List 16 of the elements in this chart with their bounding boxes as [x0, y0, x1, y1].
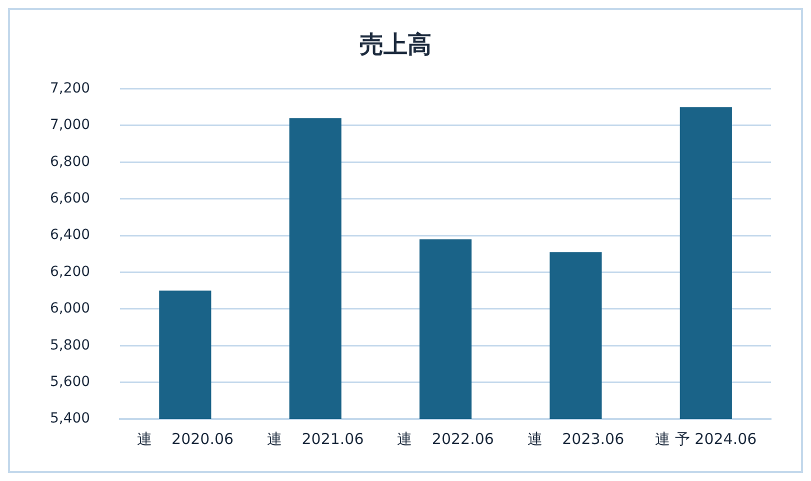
y-tick-label: 6,400 — [50, 227, 90, 244]
y-tick-label: 5,400 — [50, 410, 90, 427]
y-tick-label: 6,600 — [50, 190, 90, 207]
x-tick-label: 連 2023.06 — [527, 430, 624, 448]
x-tick-label: 連 2021.06 — [266, 430, 364, 448]
y-tick-label: 6,800 — [50, 154, 90, 170]
y-tick-label: 5,800 — [50, 337, 90, 354]
y-tick-label: 7,200 — [50, 80, 90, 96]
y-tick-label: 6,000 — [50, 300, 90, 317]
x-tick-label: 連 2020.06 — [136, 430, 234, 448]
y-tick-label: 5,600 — [50, 374, 90, 390]
x-tick-label: 連 予 2024.06 — [655, 430, 757, 448]
y-tick-label: 7,000 — [50, 117, 90, 134]
chart-title: 売上高 — [360, 30, 432, 59]
x-tick-label: 連 2022.06 — [397, 430, 494, 448]
y-tick-label: 6,200 — [50, 264, 90, 280]
